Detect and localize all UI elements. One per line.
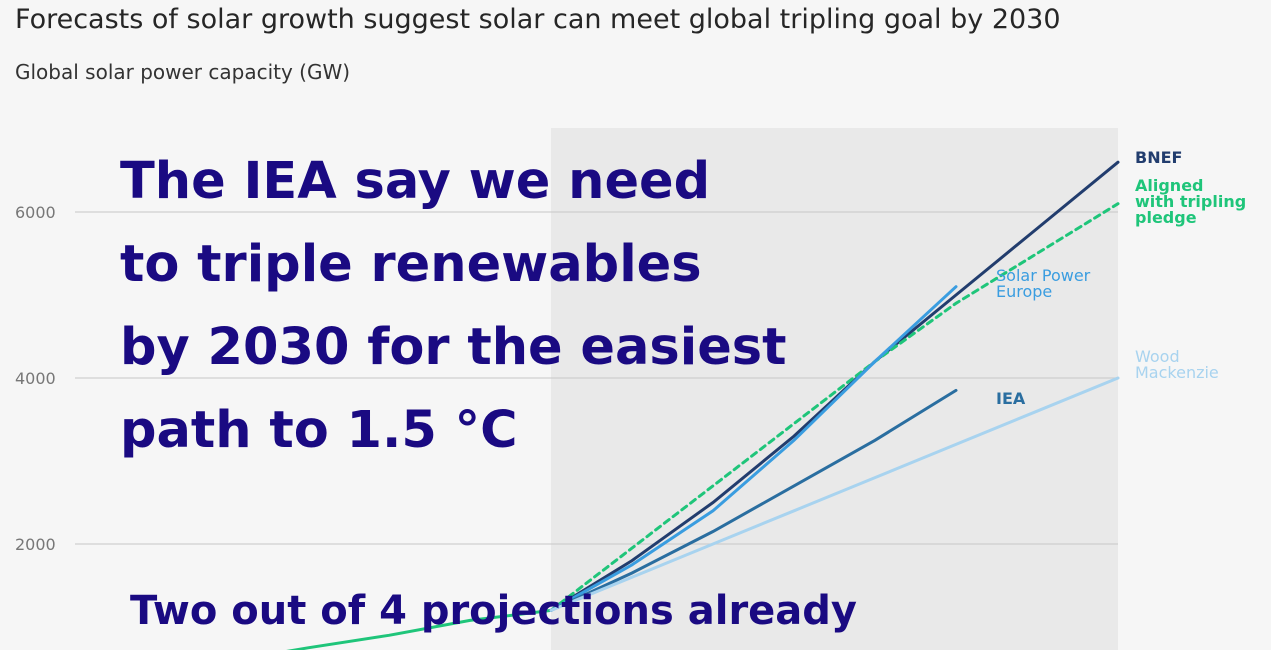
series-line [549,388,958,612]
series-label: Mackenzie [1135,363,1219,382]
series-label: BNEF [1135,148,1182,167]
bottom-annotation: Two out of 4 projections already [130,588,857,634]
series-label: with tripling [1135,192,1246,211]
y-tick-label: 2000 [15,535,56,554]
chart-title: Forecasts of solar growth suggest solar … [15,4,1061,35]
y-tick-label: 6000 [15,203,56,222]
series-label: Solar Power [996,266,1091,285]
series-label: pledge [1135,208,1197,227]
series-label: Aligned [1135,176,1204,195]
forecast-shaded-region [551,128,1118,650]
overlay-line: to triple renewables [120,235,702,294]
overlay-annotation: The IEA say we need to triple renewables… [120,140,787,472]
overlay-line: path to 1.5 °C [120,401,518,460]
series-line [549,376,1120,612]
series-line [286,608,553,650]
series-line [549,285,958,612]
series-label: Wood [1135,347,1180,366]
overlay-line: The IEA say we need [120,152,711,211]
series-line [549,160,1120,612]
y-tick-label: 4000 [15,369,56,388]
chart-subtitle: Global solar power capacity (GW) [15,60,351,84]
series-line [549,202,1120,612]
series-label: IEA [996,389,1026,408]
overlay-line: by 2030 for the easiest [120,318,787,377]
series-label: Europe [996,282,1052,301]
